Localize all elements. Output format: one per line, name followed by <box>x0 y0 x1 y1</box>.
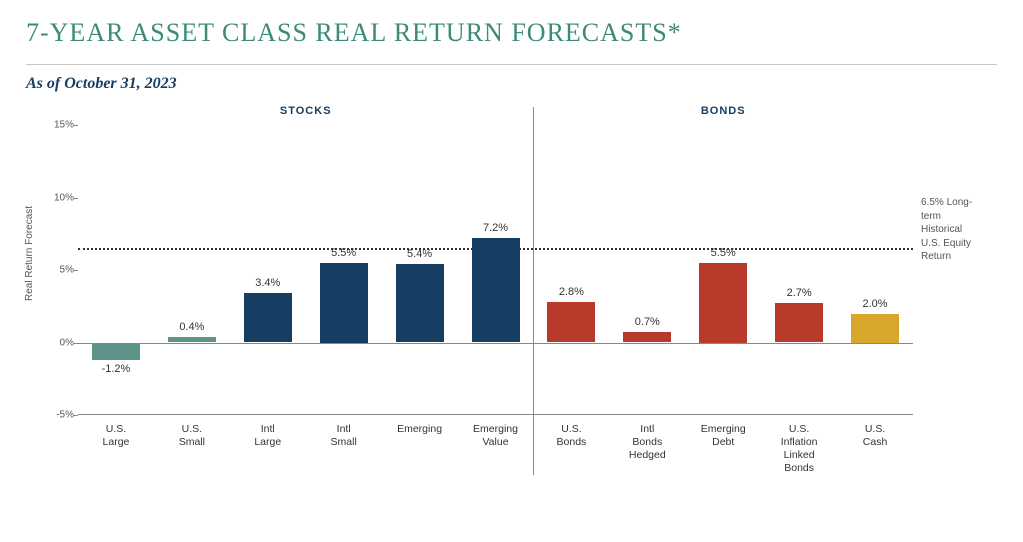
y-tick-label: 5% <box>46 265 74 276</box>
bar-value-label: 5.5% <box>693 247 753 259</box>
bar <box>851 314 899 343</box>
x-axis-label: U.S. Small <box>151 423 233 449</box>
plot-area: -5%0%5%10%15%-1.2%U.S. Large0.4%U.S. Sma… <box>78 125 913 415</box>
x-axis-label: Intl Large <box>227 423 309 449</box>
forecast-chart: Real Return Forecast STOCKSBONDS -5%0%5%… <box>26 101 996 511</box>
y-tick-label: 0% <box>46 337 74 348</box>
bar-value-label: 2.8% <box>541 286 601 298</box>
y-tick-mark <box>74 198 78 199</box>
subtitle-date: As of October 31, 2023 <box>26 75 997 93</box>
bar <box>320 263 368 343</box>
y-tick-label: 15% <box>46 120 74 131</box>
y-tick-label: 10% <box>46 192 74 203</box>
y-tick-mark <box>74 270 78 271</box>
bar <box>92 343 140 360</box>
x-axis-label: U.S. Bonds <box>530 423 612 449</box>
bar <box>623 332 671 342</box>
y-axis-title: Real Return Forecast <box>24 206 35 301</box>
bar <box>547 302 595 343</box>
x-axis-label: Intl Bonds Hedged <box>606 423 688 462</box>
y-tick-mark <box>74 125 78 126</box>
bar-value-label: 7.2% <box>466 222 526 234</box>
x-axis-label: Intl Small <box>303 423 385 449</box>
x-axis-label: U.S. Cash <box>834 423 916 449</box>
section-label: BONDS <box>701 105 746 117</box>
bar <box>396 264 444 342</box>
title-rule <box>26 64 997 65</box>
bar <box>244 293 292 342</box>
x-axis-label: Emerging Debt <box>682 423 764 449</box>
bar <box>168 337 216 343</box>
y-tick-mark <box>74 415 78 416</box>
x-axis-label: U.S. Large <box>75 423 157 449</box>
bar-value-label: 5.4% <box>390 248 450 260</box>
bar-value-label: 2.7% <box>769 287 829 299</box>
bar <box>775 303 823 342</box>
section-divider <box>533 107 534 475</box>
bar-value-label: 3.4% <box>238 277 298 289</box>
bar-value-label: 0.7% <box>617 316 677 328</box>
zero-line <box>78 343 913 344</box>
reference-note: 6.5% Long- term Historical U.S. Equity R… <box>921 196 989 264</box>
x-axis-label: Emerging <box>379 423 461 436</box>
bar-value-label: 0.4% <box>162 321 222 333</box>
page-title: 7-YEAR ASSET CLASS REAL RETURN FORECASTS… <box>26 18 997 48</box>
x-axis-label: U.S. Inflation Linked Bonds <box>758 423 840 476</box>
y-tick-label: -5% <box>46 410 74 421</box>
bar <box>699 263 747 343</box>
bar-value-label: 5.5% <box>314 247 374 259</box>
bar-value-label: 2.0% <box>845 298 905 310</box>
bar <box>472 238 520 342</box>
x-axis-label: Emerging Value <box>455 423 537 449</box>
bar-value-label: -1.2% <box>86 363 146 375</box>
section-label: STOCKS <box>280 105 332 117</box>
